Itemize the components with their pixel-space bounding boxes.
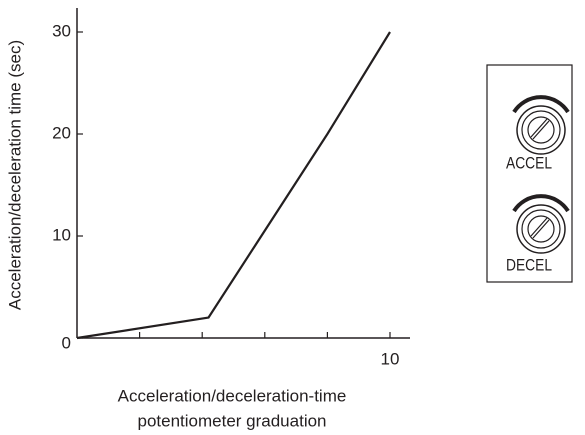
x-axis-label: Acceleration/deceleration-time: [118, 386, 347, 405]
knob-arc: [512, 194, 570, 213]
knob-face: [527, 116, 555, 144]
panel-frame: [486, 64, 573, 283]
knob-ring: [516, 105, 566, 155]
knob-pointer: [530, 217, 550, 239]
y-tick-label: 0: [62, 333, 71, 352]
y-axis-label: Acceleration/deceleration time (sec): [5, 40, 24, 310]
knob-ring: [521, 209, 561, 249]
knob-ring: [521, 110, 561, 150]
line: [76, 31, 391, 340]
y-tick-label: 10: [52, 225, 71, 244]
knob: [512, 95, 570, 155]
dial-label: DECEL: [506, 255, 552, 274]
knob: [512, 194, 570, 254]
dial-label: ACCEL: [506, 153, 552, 172]
x-tick-label: 10: [381, 349, 400, 368]
dial-panel: [486, 64, 573, 283]
knob-arc: [512, 95, 570, 114]
knob-ring: [516, 204, 566, 254]
y-tick-label: 30: [52, 21, 71, 40]
x-axis-label: potentiometer graduation: [137, 411, 326, 430]
knob-pointer: [530, 118, 550, 140]
y-tick-label: 20: [52, 123, 71, 142]
knob-face: [527, 215, 555, 243]
